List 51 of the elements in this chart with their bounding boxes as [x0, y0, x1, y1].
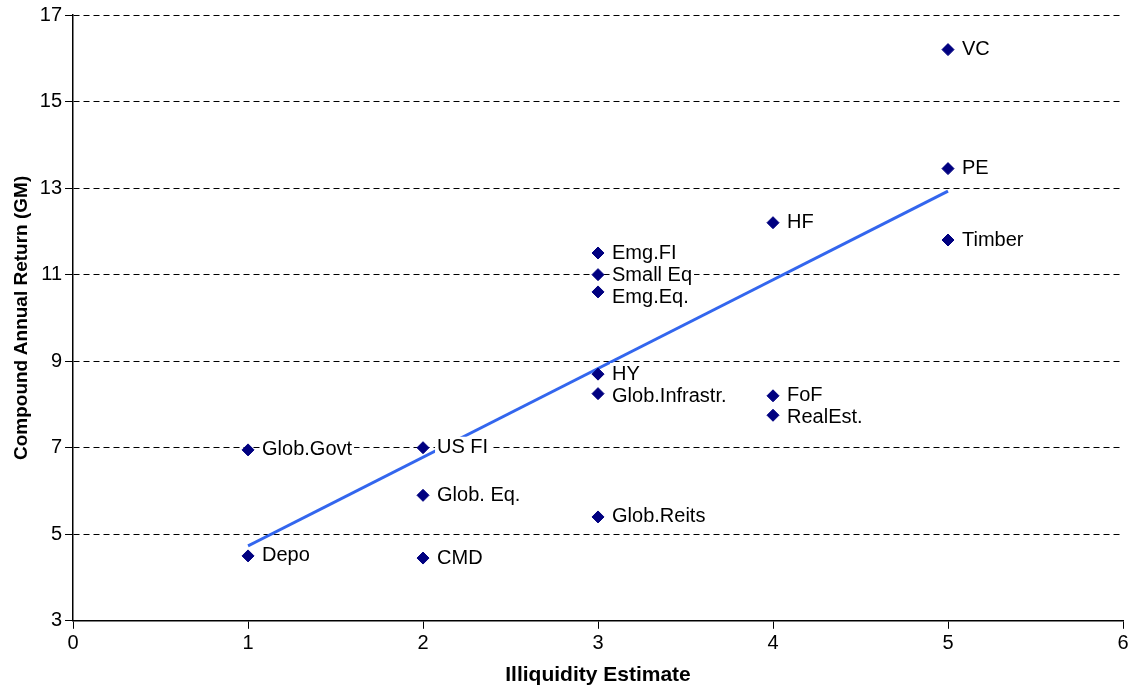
- point: [416, 441, 430, 455]
- x-tick-label: 4: [767, 631, 779, 654]
- point: [591, 268, 605, 282]
- point: [766, 408, 780, 422]
- point: [591, 387, 605, 401]
- x-tick-label: 2: [417, 631, 429, 654]
- point: [941, 162, 955, 176]
- point: [591, 246, 605, 260]
- annotation: Small Eq: [612, 262, 693, 285]
- x-tick-label: 1: [242, 631, 254, 654]
- point: [591, 510, 605, 524]
- annotation: Glob.Govt: [262, 437, 353, 460]
- x-tick-label: 3: [592, 631, 604, 654]
- annotation: FoF: [787, 383, 823, 406]
- annotation: US FI: [437, 435, 489, 458]
- annotation: Glob.Infrastr.: [612, 383, 727, 406]
- y-tick-label: 3: [50, 608, 63, 631]
- y-axis-title: Compound Annual Return (GM): [9, 175, 31, 461]
- annotation: CMD: [437, 545, 483, 568]
- annotation: Glob.Reits: [612, 504, 706, 527]
- x-axis-title: Illiquidity Estimate: [505, 662, 691, 686]
- annotation: HY: [612, 361, 640, 384]
- point: [416, 551, 430, 565]
- y-tick-label: 15: [39, 89, 63, 112]
- x-tick-label: 5: [942, 631, 954, 654]
- annotation: RealEst.: [787, 405, 863, 428]
- y-tick-label: 9: [50, 348, 63, 371]
- point: [591, 285, 605, 299]
- annotation: VC: [962, 37, 990, 60]
- annotation: Emg.Eq.: [612, 284, 689, 307]
- annotation: Glob. Eq.: [437, 482, 521, 505]
- point: [941, 43, 955, 57]
- y-tick-label: 17: [39, 2, 63, 25]
- annotation: HF: [787, 210, 814, 233]
- annotation: Depo: [262, 543, 310, 566]
- x-tick-label: 6: [1117, 631, 1129, 654]
- y-tick-label: 5: [50, 521, 63, 544]
- point: [241, 443, 255, 457]
- annotation: Timber: [962, 227, 1024, 250]
- y-tick-label: 11: [41, 262, 63, 285]
- y-tick-label: 7: [50, 435, 63, 458]
- point: [241, 549, 255, 563]
- x-tick-label: 0: [67, 631, 79, 654]
- point: [766, 389, 780, 403]
- point: [766, 216, 780, 230]
- y-tick-label: 13: [39, 175, 63, 198]
- annotation: Emg.FI: [612, 240, 677, 263]
- point: [416, 488, 430, 502]
- point: [591, 367, 605, 381]
- point: [941, 233, 955, 247]
- annotation: PE: [962, 156, 989, 179]
